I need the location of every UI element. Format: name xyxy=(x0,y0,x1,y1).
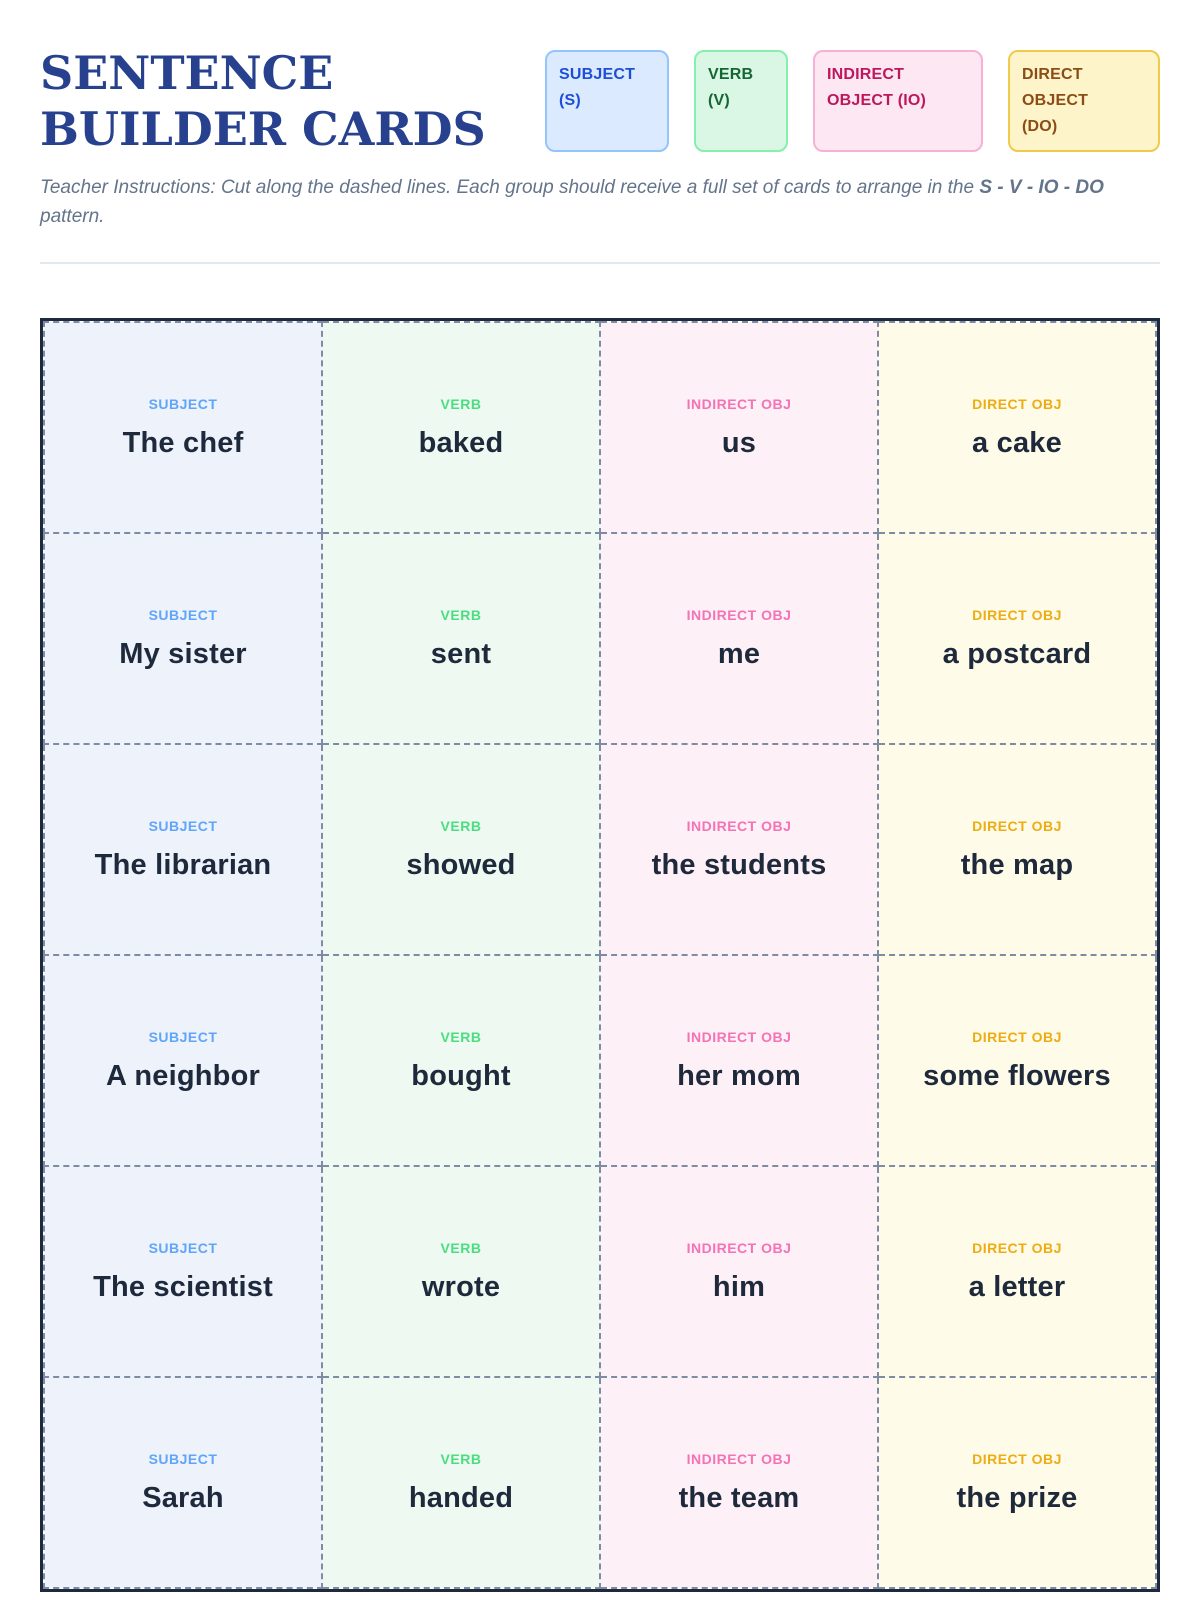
legend-chip-subject-label: SUBJECT (S) xyxy=(559,66,636,109)
card-word: wrote xyxy=(421,1270,501,1303)
card-direct: DIRECT OBJ some flowers xyxy=(877,954,1157,1167)
card-type-label: DIRECT OBJ xyxy=(972,395,1062,412)
card-indirect: INDIRECT OBJ her mom xyxy=(599,954,879,1167)
card-type-label: SUBJECT xyxy=(148,1450,218,1467)
legend-chip-subject: SUBJECT (S) xyxy=(545,50,669,152)
card-verb: VERB sent xyxy=(321,532,601,745)
card-word: showed xyxy=(406,848,516,881)
card-type-label: VERB xyxy=(440,817,482,834)
card-indirect: INDIRECT OBJ me xyxy=(599,532,879,745)
card-word: My sister xyxy=(119,637,247,670)
card-word: sent xyxy=(430,637,492,670)
card-word: the students xyxy=(651,848,827,881)
card-direct: DIRECT OBJ a cake xyxy=(877,321,1157,534)
card-indirect: INDIRECT OBJ the students xyxy=(599,743,879,956)
card-type-label: INDIRECT OBJ xyxy=(686,1028,792,1045)
card-row: SUBJECT My sister VERB sent INDIRECT OBJ me DI… xyxy=(43,532,1157,745)
legend-chip-indirect-object-label: INDIRECT OBJECT (IO) xyxy=(827,66,927,109)
card-word: the prize xyxy=(956,1481,1078,1514)
card-type-label: SUBJECT xyxy=(148,1028,218,1045)
card-type-label: INDIRECT OBJ xyxy=(686,395,792,412)
card-type-label: INDIRECT OBJ xyxy=(686,1239,792,1256)
card-row: SUBJECT Sarah VERB handed INDIRECT OBJ the te… xyxy=(43,1376,1157,1589)
card-word: some flowers xyxy=(923,1059,1111,1092)
legend-chip-verb-label: VERB (V) xyxy=(708,66,754,109)
cards-table: SUBJECT The chef VERB baked INDIRECT OBJ us DI… xyxy=(43,321,1157,1589)
card-verb: VERB baked xyxy=(321,321,601,534)
card-word: her mom xyxy=(677,1059,801,1092)
legend: SUBJECT (S) VERB (V) INDIRECT OBJECT (IO… xyxy=(545,50,1160,152)
card-subject: SUBJECT Sarah xyxy=(43,1376,323,1589)
worksheet-page: SENTENCE BUILDER CARDS SUBJECT (S) VERB … xyxy=(0,45,1200,1592)
legend-chip-direct-object: DIRECT OBJECT (DO) xyxy=(1008,50,1160,152)
card-subject: SUBJECT My sister xyxy=(43,532,323,745)
cards-table-body: SUBJECT The chef VERB baked INDIRECT OBJ us DI… xyxy=(43,321,1157,1589)
card-type-label: VERB xyxy=(440,395,482,412)
card-type-label: SUBJECT xyxy=(148,395,218,412)
card-word: me xyxy=(717,637,761,670)
card-word: A neighbor xyxy=(106,1059,260,1092)
card-type-label: SUBJECT xyxy=(148,817,218,834)
card-word: him xyxy=(712,1270,766,1303)
card-indirect: INDIRECT OBJ the team xyxy=(599,1376,879,1589)
card-row: SUBJECT A neighbor VERB bought INDIRECT OBJ h… xyxy=(43,954,1157,1167)
card-word: bought xyxy=(411,1059,511,1092)
card-type-label: INDIRECT OBJ xyxy=(686,817,792,834)
card-direct: DIRECT OBJ the prize xyxy=(877,1376,1157,1589)
card-type-label: INDIRECT OBJ xyxy=(686,1450,792,1467)
card-subject: SUBJECT The chef xyxy=(43,321,323,534)
instructions-suffix: pattern. xyxy=(40,206,105,227)
card-word: the map xyxy=(960,848,1074,881)
card-word: baked xyxy=(418,426,504,459)
card-word: The chef xyxy=(122,426,244,459)
card-row: SUBJECT The chef VERB baked INDIRECT OBJ us DI… xyxy=(43,321,1157,534)
card-word: Sarah xyxy=(142,1481,224,1514)
card-verb: VERB bought xyxy=(321,954,601,1167)
card-type-label: SUBJECT xyxy=(148,606,218,623)
instructions-text: Teacher Instructions: Cut along the dash… xyxy=(40,177,980,198)
header: SENTENCE BUILDER CARDS SUBJECT (S) VERB … xyxy=(40,45,1160,157)
card-type-label: DIRECT OBJ xyxy=(972,1239,1062,1256)
card-type-label: DIRECT OBJ xyxy=(972,606,1062,623)
cards-grid: SUBJECT The chef VERB baked INDIRECT OBJ us DI… xyxy=(40,318,1160,1592)
card-word: us xyxy=(721,426,757,459)
card-verb: VERB handed xyxy=(321,1376,601,1589)
card-verb: VERB wrote xyxy=(321,1165,601,1378)
card-subject: SUBJECT The scientist xyxy=(43,1165,323,1378)
card-direct: DIRECT OBJ the map xyxy=(877,743,1157,956)
card-type-label: DIRECT OBJ xyxy=(972,1028,1062,1045)
card-type-label: INDIRECT OBJ xyxy=(686,606,792,623)
card-word: the team xyxy=(678,1481,800,1514)
legend-chip-direct-object-label: DIRECT OBJECT (DO) xyxy=(1022,66,1089,135)
card-type-label: DIRECT OBJ xyxy=(972,1450,1062,1467)
card-word: The scientist xyxy=(93,1270,273,1303)
card-word: a postcard xyxy=(942,637,1092,670)
card-row: SUBJECT The scientist VERB wrote INDIRECT OB… xyxy=(43,1165,1157,1378)
svod-pattern: S - V - IO - DO xyxy=(979,177,1104,198)
card-indirect: INDIRECT OBJ him xyxy=(599,1165,879,1378)
card-word: a cake xyxy=(972,426,1062,459)
card-type-label: VERB xyxy=(440,606,482,623)
card-type-label: SUBJECT xyxy=(148,1239,218,1256)
card-type-label: VERB xyxy=(440,1028,482,1045)
card-type-label: VERB xyxy=(440,1450,482,1467)
divider xyxy=(40,262,1160,264)
card-word: handed xyxy=(408,1481,514,1514)
card-verb: VERB showed xyxy=(321,743,601,956)
card-direct: DIRECT OBJ a letter xyxy=(877,1165,1157,1378)
teacher-instructions: Teacher Instructions: Cut along the dash… xyxy=(40,173,1160,231)
card-subject: SUBJECT A neighbor xyxy=(43,954,323,1167)
card-word: The librarian xyxy=(94,848,272,881)
card-type-label: VERB xyxy=(440,1239,482,1256)
card-word: a letter xyxy=(968,1270,1066,1303)
page-title: SENTENCE BUILDER CARDS xyxy=(40,46,486,156)
card-type-label: DIRECT OBJ xyxy=(972,817,1062,834)
card-indirect: INDIRECT OBJ us xyxy=(599,321,879,534)
legend-chip-indirect-object: INDIRECT OBJECT (IO) xyxy=(813,50,983,152)
legend-chip-verb: VERB (V) xyxy=(694,50,788,152)
card-row: SUBJECT The librarian VERB showed INDIRECT O… xyxy=(43,743,1157,956)
card-direct: DIRECT OBJ a postcard xyxy=(877,532,1157,745)
card-subject: SUBJECT The librarian xyxy=(43,743,323,956)
